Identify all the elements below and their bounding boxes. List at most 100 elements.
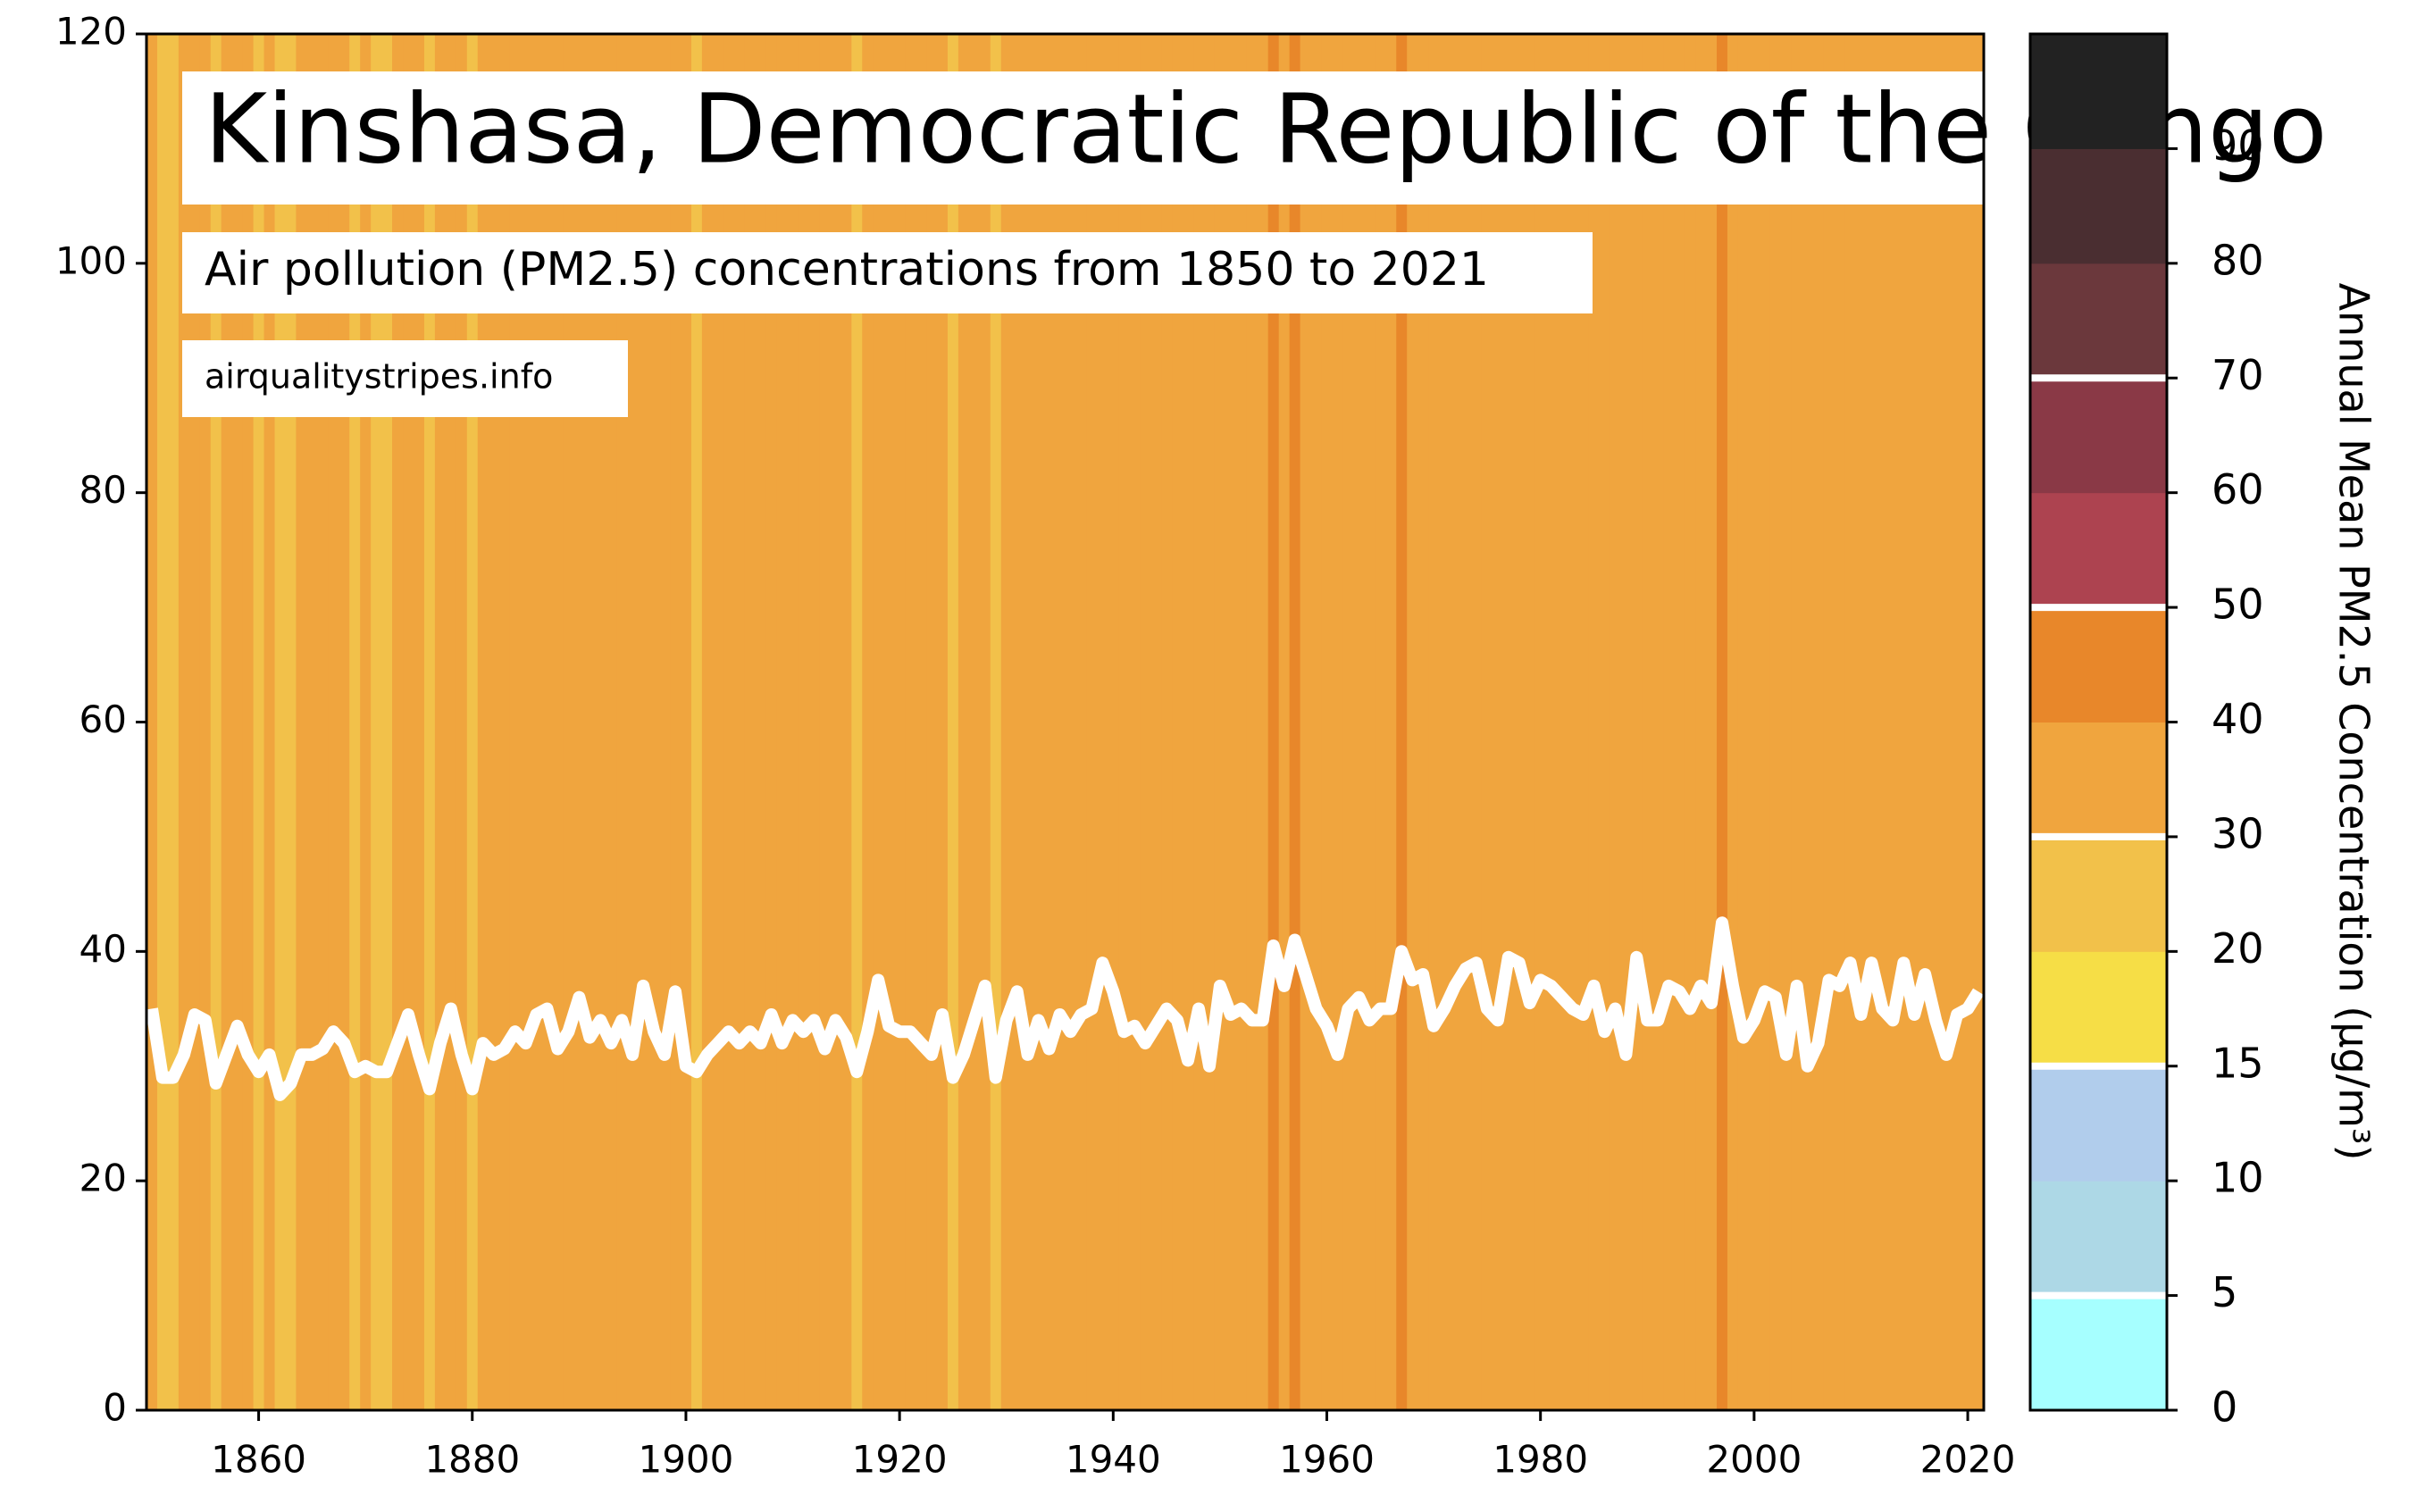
colorbar-segment [2030, 34, 2167, 149]
stripe [1855, 34, 1868, 1410]
stripe [733, 34, 746, 1410]
stripe [1385, 34, 1397, 1410]
stripe [156, 34, 169, 1410]
stripe [1780, 34, 1793, 1410]
stripe [1909, 34, 1920, 1410]
stripe [1097, 34, 1108, 1410]
stripe [1610, 34, 1621, 1410]
stripe [1407, 34, 1418, 1410]
source-box [182, 340, 628, 417]
stripe [1459, 34, 1472, 1410]
stripe [744, 34, 757, 1410]
y-tick-label: 80 [79, 468, 127, 512]
subtitle-box [182, 232, 1593, 313]
colorbar-tick-label: 40 [2212, 695, 2264, 743]
stripe [1321, 34, 1334, 1410]
stripe [1300, 34, 1312, 1410]
colorbar-tick-label: 50 [2212, 581, 2264, 629]
stripe [1502, 34, 1515, 1410]
stripe [1577, 34, 1590, 1410]
stripe [1075, 34, 1088, 1410]
colorbar-segment [2030, 148, 2167, 264]
stripe [1310, 34, 1323, 1410]
stripe [1941, 34, 1953, 1410]
stripe [755, 34, 767, 1410]
y-tick-label: 0 [103, 1386, 127, 1430]
stripe [1129, 34, 1141, 1410]
colorbar-tick-label: 0 [2212, 1383, 2237, 1432]
stripe [1332, 34, 1344, 1410]
stripe [1108, 34, 1119, 1410]
y-tick-label: 40 [79, 927, 127, 971]
stripe [830, 34, 841, 1410]
y-tick-label: 20 [79, 1157, 127, 1200]
stripe [1919, 34, 1931, 1410]
colorbar-tick-label: 90 [2212, 121, 2264, 170]
stripe [787, 34, 799, 1410]
stripe [765, 34, 778, 1410]
stripe [808, 34, 821, 1410]
stripe [926, 34, 938, 1410]
stripe [1513, 34, 1526, 1410]
stripe [1973, 34, 1984, 1410]
stripe [1278, 34, 1291, 1410]
stripe [1674, 34, 1685, 1410]
colorbar-segment [2030, 492, 2167, 608]
colorbar-tick-label: 60 [2212, 465, 2264, 514]
y-tick-label: 100 [55, 238, 127, 282]
stripe [1043, 34, 1056, 1410]
stripe [873, 34, 884, 1410]
stripe [1246, 34, 1258, 1410]
stripe [146, 34, 158, 1410]
stripe [1439, 34, 1451, 1410]
colorbar-tick-label: 20 [2212, 924, 2264, 973]
y-tick-label: 60 [79, 698, 127, 741]
stripe [968, 34, 981, 1410]
colorbar-tick-label: 15 [2212, 1039, 2264, 1087]
stripe [1599, 34, 1611, 1410]
stripe [1481, 34, 1493, 1410]
stripe [1193, 34, 1205, 1410]
stripe [648, 34, 660, 1410]
stripe [1952, 34, 1963, 1410]
stripe [883, 34, 895, 1410]
stripe [1022, 34, 1034, 1410]
stripe [1898, 34, 1910, 1410]
stripe [1183, 34, 1194, 1410]
colorbar-label: Annual Mean PM2.5 Concentration (µg/m³) [2330, 283, 2379, 1161]
stripe [1567, 34, 1579, 1410]
stripe [723, 34, 735, 1410]
source: airqualitystripes.info [205, 357, 553, 397]
colorbar-segment [2030, 951, 2167, 1067]
colorbar-segment [2030, 378, 2167, 494]
stripe [1214, 34, 1226, 1410]
stripe [1118, 34, 1130, 1410]
stripe [1887, 34, 1899, 1410]
colorbar-tick-label: 80 [2212, 236, 2264, 284]
stripe [1375, 34, 1386, 1410]
stripe [1065, 34, 1077, 1410]
stripe [1759, 34, 1771, 1410]
stripe [916, 34, 927, 1410]
colorbar-tick-label: 70 [2212, 351, 2264, 399]
stripe [1866, 34, 1878, 1410]
stripe [1706, 34, 1718, 1410]
stripe [979, 34, 991, 1410]
stripe [1289, 34, 1301, 1410]
stripe [1802, 34, 1814, 1410]
stripe [905, 34, 916, 1410]
x-tick-label: 1900 [638, 1438, 733, 1482]
colorbar-segment [2030, 1181, 2167, 1297]
stripe [659, 34, 671, 1410]
colorbar-segment [2030, 1295, 2167, 1411]
stripe [1727, 34, 1739, 1410]
stripe [712, 34, 724, 1410]
stripe [1737, 34, 1750, 1410]
stripe [1685, 34, 1696, 1410]
colorbar-segment [2030, 1065, 2167, 1182]
stripe [1930, 34, 1942, 1410]
stripe [1033, 34, 1045, 1410]
colorbar-segment [2030, 722, 2167, 838]
stripe [1545, 34, 1558, 1410]
